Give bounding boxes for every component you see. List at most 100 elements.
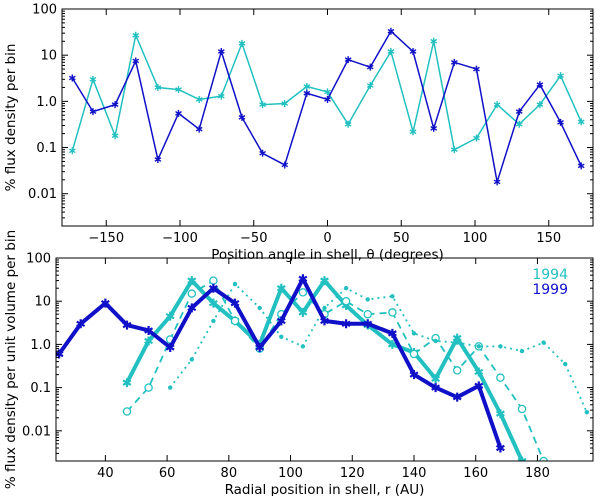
- data-point: [122, 320, 132, 330]
- data-point: [450, 146, 458, 154]
- data-point: [363, 309, 372, 319]
- data-point: [144, 383, 153, 392]
- data-point: [217, 48, 225, 56]
- data-point: [276, 283, 286, 293]
- y-tick-label: 0.1: [36, 141, 57, 156]
- data-point: [455, 340, 460, 345]
- data-point: [493, 101, 501, 109]
- y-axis-label: % flux density per unit volume per bin: [3, 230, 19, 489]
- y-tick-label: 100: [32, 3, 57, 18]
- x-axis-label: Position angle in shell, θ (degrees): [211, 247, 444, 263]
- data-point: [100, 298, 110, 308]
- legend-entry-1999: 1999: [532, 282, 568, 298]
- data-point: [563, 361, 568, 367]
- data-point: [519, 348, 525, 354]
- x-tick-label: 60: [159, 466, 176, 481]
- x-tick-label: 80: [221, 466, 238, 481]
- data-point: [187, 276, 197, 286]
- series-line-blue-thick-solid: [57, 276, 503, 449]
- x-tick-label: −50: [240, 231, 267, 246]
- data-point: [298, 307, 308, 317]
- y-tick-label: 1.0: [30, 338, 51, 353]
- x-tick-label: 40: [97, 466, 114, 481]
- data-point: [189, 357, 194, 362]
- data-point: [473, 65, 480, 73]
- y-tick-label: 0.01: [22, 424, 51, 439]
- x-tick-label: 100: [463, 231, 488, 246]
- data-point: [132, 31, 140, 39]
- data-point: [536, 101, 544, 109]
- data-point: [208, 298, 218, 308]
- data-point: [431, 383, 441, 393]
- data-point: [209, 276, 218, 285]
- top-panel: −150 −100 −50 0 50 100 150 0.01 0.1 1.0 10 100 Posit…: [3, 3, 594, 263]
- data-point: [187, 303, 197, 313]
- data-point: [122, 407, 132, 416]
- axes-frame: [61, 8, 594, 227]
- data-point: [433, 338, 438, 344]
- data-point: [68, 147, 76, 155]
- data-point: [430, 37, 438, 45]
- data-point: [187, 289, 197, 298]
- data-point: [175, 86, 182, 94]
- data-point: [320, 316, 329, 326]
- data-point: [557, 72, 564, 80]
- x-tick-label: 50: [393, 231, 410, 246]
- data-point: [430, 124, 438, 132]
- data-point: [144, 325, 154, 335]
- data-point: [298, 274, 308, 284]
- y-tick-label: 0.01: [28, 187, 57, 202]
- data-point: [144, 336, 154, 346]
- data-point: [515, 120, 523, 128]
- data-point: [255, 342, 265, 352]
- data-point: [132, 57, 140, 65]
- data-point: [230, 316, 240, 326]
- x-tick-label: 140: [402, 466, 427, 481]
- data-point: [577, 162, 585, 170]
- y-tick-label: 0.1: [30, 381, 51, 396]
- data-point: [322, 305, 327, 311]
- data-point: [167, 385, 173, 390]
- data-point: [390, 294, 395, 299]
- data-point: [279, 334, 284, 339]
- data-point: [409, 370, 419, 380]
- data-point: [165, 311, 175, 321]
- data-point: [324, 88, 331, 96]
- data-point: [387, 27, 395, 35]
- data-point: [111, 101, 119, 109]
- data-point: [517, 404, 527, 414]
- x-tick-label: 160: [463, 466, 488, 481]
- y-tick-label: 10: [40, 49, 57, 64]
- data-point: [409, 349, 419, 359]
- data-point: [577, 118, 585, 126]
- data-point: [409, 48, 417, 56]
- data-point: [341, 296, 351, 306]
- data-point: [366, 82, 374, 90]
- data-point: [259, 101, 266, 109]
- y-axis-label: % flux density per bin: [3, 44, 19, 192]
- plot-area: [68, 27, 585, 186]
- data-point: [76, 319, 86, 329]
- x-tick-label: 150: [536, 231, 561, 246]
- data-point: [165, 342, 175, 352]
- data-point: [230, 298, 240, 308]
- data-point: [473, 134, 480, 142]
- data-point: [344, 56, 352, 64]
- x-axis-label: Radial position in shell, r (AU): [225, 482, 425, 496]
- data-point: [195, 125, 203, 133]
- data-point: [493, 178, 501, 186]
- data-point: [517, 456, 527, 461]
- data-point: [232, 281, 238, 287]
- data-point: [474, 381, 484, 391]
- y-tick-label: 100: [26, 252, 51, 267]
- series-line-blue-solid: [71, 30, 582, 183]
- data-point: [238, 39, 246, 47]
- data-point: [515, 108, 523, 116]
- data-point: [303, 82, 311, 90]
- data-point: [431, 374, 441, 384]
- data-point: [452, 392, 462, 402]
- data-point: [495, 409, 505, 419]
- data-point: [89, 75, 97, 83]
- data-point: [89, 108, 97, 116]
